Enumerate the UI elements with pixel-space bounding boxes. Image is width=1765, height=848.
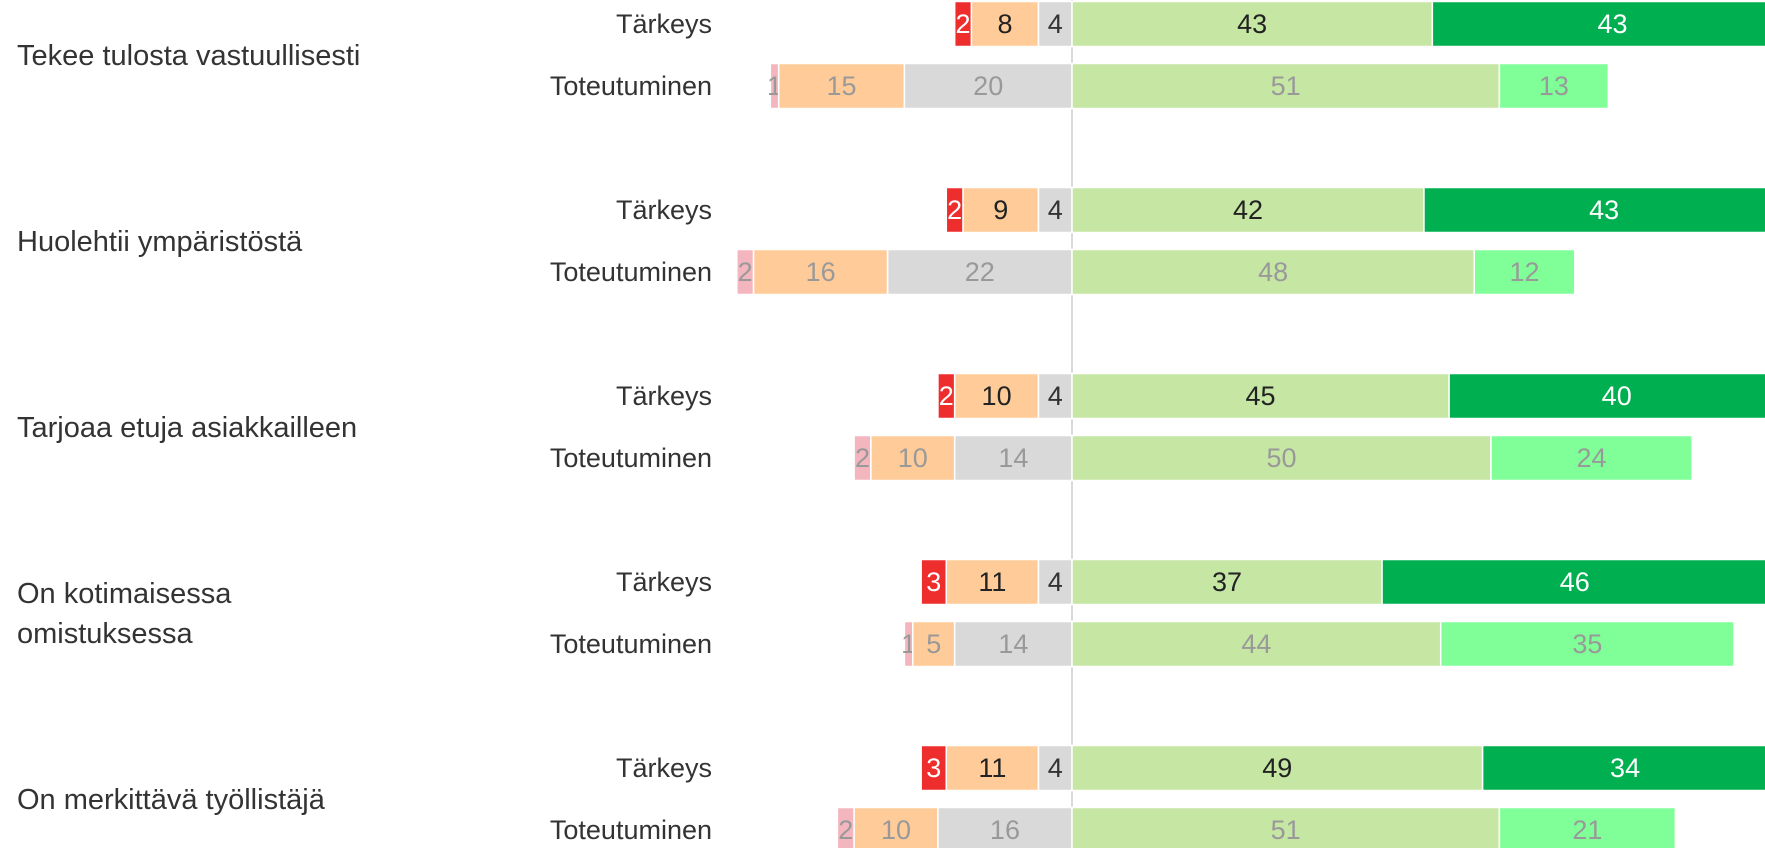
- value-label: 20: [973, 71, 1003, 101]
- bar-segment: [1473, 248, 1576, 296]
- value-label: 3: [926, 753, 941, 783]
- bar-segment: [1071, 558, 1383, 606]
- bar-segment: [1071, 372, 1450, 420]
- row-label: Tärkeys: [616, 9, 712, 39]
- value-label: 43: [1589, 195, 1619, 225]
- value-label: 2: [939, 381, 954, 411]
- bar-segment: [1423, 186, 1765, 234]
- row-label: Tärkeys: [616, 381, 712, 411]
- bar-segment: [1037, 372, 1073, 420]
- value-label: 4: [1048, 9, 1063, 39]
- row-label: Tärkeys: [616, 567, 712, 597]
- value-label: 40: [1602, 381, 1632, 411]
- row-label: Toteutuminen: [550, 629, 712, 659]
- bar-segment: [1071, 620, 1442, 668]
- value-label: 12: [1509, 257, 1539, 287]
- value-label: 48: [1258, 257, 1288, 287]
- value-label: 2: [947, 195, 962, 225]
- value-label: 4: [1048, 381, 1063, 411]
- value-label: 14: [998, 443, 1028, 473]
- value-label: 2: [838, 815, 853, 845]
- value-label: 3: [926, 567, 941, 597]
- bar-segment: [1439, 620, 1735, 668]
- row-label: Toteutuminen: [550, 71, 712, 101]
- value-label: 9: [993, 195, 1008, 225]
- category-label: Tarjoaa etuja asiakkailleen: [17, 412, 357, 444]
- bar-segment: [1490, 434, 1693, 482]
- value-label: 4: [1048, 753, 1063, 783]
- value-label: 8: [997, 9, 1012, 39]
- value-label: 14: [998, 629, 1028, 659]
- bar-segment: [1037, 0, 1073, 48]
- bar-segment: [945, 558, 1040, 606]
- row-label: Toteutuminen: [550, 815, 712, 845]
- bar-segment: [945, 744, 1040, 792]
- value-label: 46: [1560, 567, 1590, 597]
- value-label: 2: [738, 257, 753, 287]
- value-label: 2: [956, 9, 971, 39]
- value-label: 51: [1271, 71, 1301, 101]
- bar-segment: [1481, 744, 1765, 792]
- bar-segment: [1071, 806, 1501, 848]
- value-label: 43: [1597, 9, 1627, 39]
- value-label: 50: [1266, 443, 1296, 473]
- bar-segment: [920, 744, 948, 792]
- value-label: 15: [827, 71, 857, 101]
- bar-segment: [1071, 0, 1434, 48]
- bar-segment: [953, 620, 1073, 668]
- value-label: 2: [855, 443, 870, 473]
- category-label: On merkittävä työllistäjä: [17, 784, 326, 816]
- value-label: 11: [978, 567, 1006, 597]
- bar-segment: [1071, 744, 1484, 792]
- bar-segment: [953, 434, 1073, 482]
- value-label: 43: [1237, 9, 1267, 39]
- bar-segment: [970, 0, 1040, 48]
- value-label: 10: [898, 443, 928, 473]
- bar-segment: [777, 62, 906, 110]
- category-label: Tekee tulosta vastuullisesti: [17, 40, 360, 72]
- value-label: 35: [1572, 629, 1602, 659]
- value-label: 13: [1539, 71, 1569, 101]
- bar-segment: [1498, 62, 1610, 110]
- value-label: 21: [1572, 815, 1602, 845]
- category-label: omistuksessa: [17, 618, 194, 650]
- bar-segment: [1431, 0, 1765, 48]
- value-label: 37: [1212, 567, 1242, 597]
- category-label: Huolehtii ympäristöstä: [17, 226, 303, 258]
- bar-segment: [1037, 186, 1073, 234]
- row-label: Tärkeys: [616, 195, 712, 225]
- bar-segment: [953, 372, 1040, 420]
- bar-segment: [1071, 434, 1492, 482]
- bar-segment: [853, 806, 939, 848]
- bar-segment: [1071, 186, 1425, 234]
- value-label: 22: [965, 257, 995, 287]
- value-label: 10: [982, 381, 1012, 411]
- bar-segment: [920, 558, 948, 606]
- value-label: 49: [1262, 753, 1292, 783]
- row-label: Toteutuminen: [550, 443, 712, 473]
- bar-segment: [1381, 558, 1765, 606]
- bar-segment: [903, 62, 1073, 110]
- value-label: 4: [1048, 567, 1063, 597]
- value-label: 5: [926, 629, 941, 659]
- value-label: 45: [1246, 381, 1276, 411]
- bar-segment: [1448, 372, 1765, 420]
- row-label: Tärkeys: [616, 753, 712, 783]
- value-label: 34: [1610, 753, 1640, 783]
- value-label: 4: [1048, 195, 1063, 225]
- value-label: 16: [990, 815, 1020, 845]
- value-label: 11: [978, 753, 1006, 783]
- value-label: 10: [881, 815, 911, 845]
- value-label: 51: [1271, 815, 1301, 845]
- bar-segment: [1498, 806, 1677, 848]
- bar-segment: [962, 186, 1040, 234]
- value-label: 16: [806, 257, 836, 287]
- row-label: Toteutuminen: [550, 257, 712, 287]
- value-label: 42: [1233, 195, 1263, 225]
- value-label: 24: [1577, 443, 1607, 473]
- category-label: On kotimaisessa: [17, 578, 232, 610]
- value-label: 44: [1241, 629, 1271, 659]
